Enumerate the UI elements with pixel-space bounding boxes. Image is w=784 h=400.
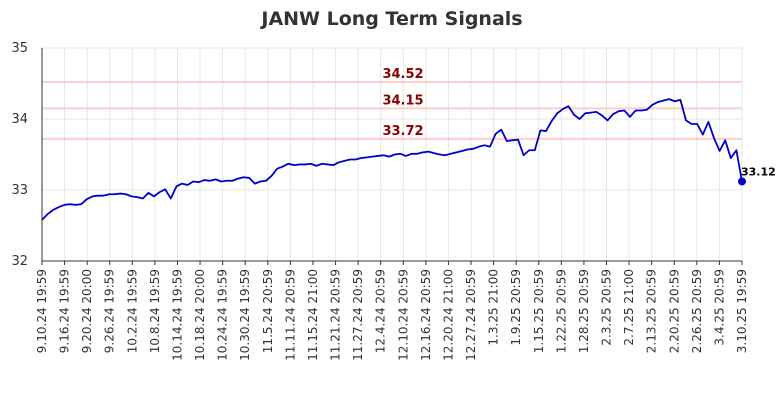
x-tick-label: 3.4.25 20:59 bbox=[712, 269, 726, 346]
last-value-label: 33.12 bbox=[741, 165, 776, 178]
x-tick-label: 9.26.24 19:59 bbox=[103, 269, 117, 353]
x-tick-label: 2.3.25 20:59 bbox=[600, 269, 614, 346]
x-tick-label: 11.27.24 20:59 bbox=[351, 269, 365, 361]
x-tick-label: 10.18.24 20:00 bbox=[193, 269, 207, 361]
x-tick-label: 11.5.24 20:59 bbox=[261, 269, 275, 353]
x-tick-label: 3.10.25 19:59 bbox=[735, 269, 749, 353]
grid-lines bbox=[41, 47, 743, 262]
x-tick-label: 1.15.25 20:59 bbox=[532, 269, 546, 353]
y-tick-label: 34 bbox=[11, 112, 28, 127]
signal-level-label: 34.52 bbox=[382, 67, 423, 82]
x-tick-label: 1.9.25 20:59 bbox=[509, 269, 523, 346]
x-tick-label: 2.26.25 20:59 bbox=[690, 269, 704, 353]
x-tick-label: 9.10.24 19:59 bbox=[35, 269, 49, 353]
last-value-marker bbox=[738, 177, 746, 186]
x-tick-label: 10.8.24 19:59 bbox=[148, 269, 162, 353]
price-series bbox=[41, 98, 746, 221]
signal-levels bbox=[42, 81, 742, 140]
x-tick-label: 12.27.24 20:59 bbox=[464, 269, 478, 361]
x-tick-label: 12.4.24 20:59 bbox=[374, 269, 388, 353]
x-tick-label: 11.21.24 20:59 bbox=[329, 269, 343, 361]
y-tick-label: 33 bbox=[11, 183, 28, 198]
x-tick-label: 1.22.25 20:59 bbox=[554, 269, 568, 353]
x-tick-label: 12.10.24 20:59 bbox=[396, 269, 410, 361]
x-tick-label: 10.24.24 19:59 bbox=[216, 269, 230, 361]
x-axis-ticks: 9.10.24 19:59 9.16.24 19:59 9.20.24 20:00 9… bbox=[35, 269, 749, 361]
x-tick-label: 10.14.24 19:59 bbox=[170, 269, 184, 361]
x-tick-label: 11.15.24 21:00 bbox=[306, 269, 320, 361]
price-line bbox=[41, 98, 743, 221]
x-tick-label: 12.20.24 21:00 bbox=[441, 269, 455, 361]
x-tick-label: 2.7.25 21:00 bbox=[622, 269, 636, 346]
x-tick-label: 10.2.24 19:59 bbox=[125, 269, 139, 353]
signal-level-label: 34.15 bbox=[382, 93, 423, 108]
x-tick-label: 9.20.24 20:00 bbox=[80, 269, 94, 353]
x-tick-label: 2.13.25 20:59 bbox=[645, 269, 659, 353]
x-tick-label: 2.20.25 20:59 bbox=[667, 269, 681, 353]
x-tick-label: 10.30.24 19:59 bbox=[238, 269, 252, 361]
x-tick-label: 11.11.24 20:59 bbox=[283, 269, 297, 361]
annotations: 34.52 34.15 33.72 33.12 bbox=[382, 67, 775, 178]
signal-level-label: 33.72 bbox=[382, 124, 423, 139]
x-tick-label: 1.28.25 20:59 bbox=[577, 269, 591, 353]
x-tick-label: 12.16.24 20:59 bbox=[419, 269, 433, 361]
y-axis-ticks: 32 33 34 35 bbox=[11, 41, 28, 269]
y-tick-label: 35 bbox=[11, 41, 28, 56]
chart-title: JANW Long Term Signals bbox=[259, 8, 522, 30]
x-tick-label: 9.16.24 19:59 bbox=[58, 269, 72, 353]
axes bbox=[41, 48, 743, 265]
y-tick-label: 32 bbox=[11, 254, 28, 269]
x-tick-label: 1.3.25 21:00 bbox=[487, 269, 501, 346]
